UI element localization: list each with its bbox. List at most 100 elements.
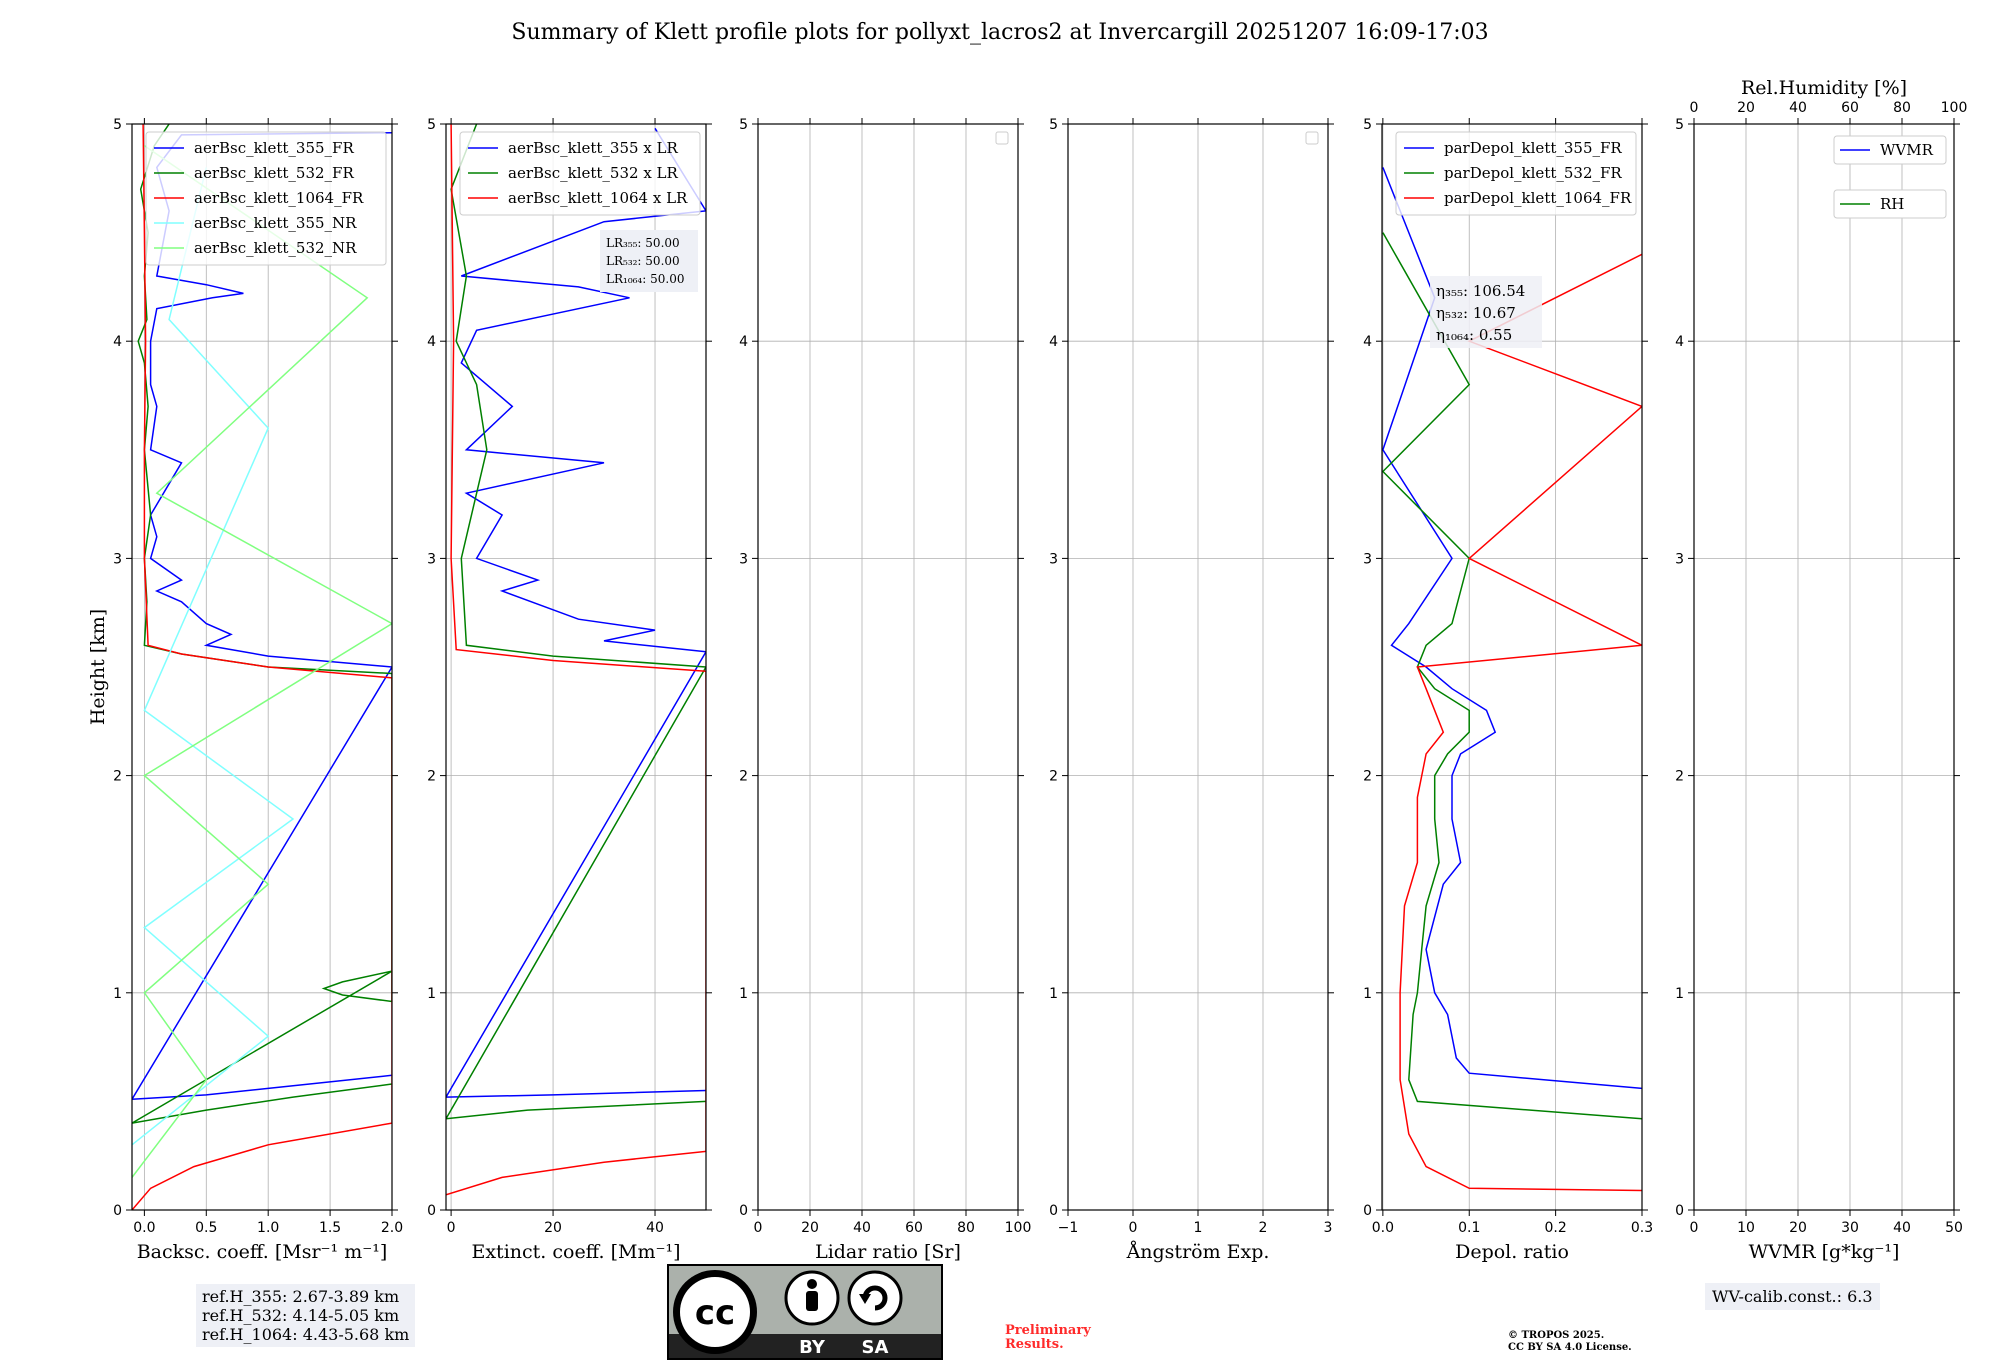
y-tick-label: 5 bbox=[1363, 117, 1372, 133]
y-tick-label: 3 bbox=[113, 551, 122, 567]
panel-lidar-ratio: 0 20 40 60 80 100 0 1 2 3 4 5 Lidar ratio [Sr] bbox=[739, 117, 1031, 1263]
eta-box bbox=[1430, 276, 1542, 348]
top-x-tick-label: 60 bbox=[1841, 100, 1859, 116]
x-tick-label: 0 bbox=[1129, 1220, 1138, 1236]
preliminary-line-1: Preliminary bbox=[1005, 1323, 1091, 1338]
series-line-aerBsc_klett_532 x LR bbox=[446, 124, 706, 1120]
y-tick-label: 3 bbox=[739, 551, 748, 567]
legend-box bbox=[145, 131, 387, 266]
cc-letters: cc bbox=[695, 1293, 735, 1333]
y-tick-label: 0 bbox=[427, 1203, 436, 1219]
y-tick-label: 5 bbox=[427, 117, 436, 133]
series-group bbox=[1382, 167, 1642, 1192]
y-tick-label: 5 bbox=[113, 117, 122, 133]
legend: parDepol_klett_355_FR parDepol_klett_532_… bbox=[1395, 131, 1637, 216]
y-tick-label: 0 bbox=[1675, 1203, 1684, 1219]
lidar-ratio-label: LR₃₅₅: 50.00 bbox=[606, 236, 680, 250]
x-tick-label: 0 bbox=[754, 1220, 763, 1236]
legend-entry: aerBsc_klett_355 x LR bbox=[508, 139, 679, 157]
x-tick-label: 10 bbox=[1737, 1220, 1755, 1236]
series-line-aerBsc_klett_532_NR bbox=[132, 145, 392, 1178]
x-tick-label: 0.5 bbox=[195, 1220, 217, 1236]
legend-entry: parDepol_klett_1064_FR bbox=[1444, 189, 1632, 207]
ref-height-355: ref.H_355: 2.67-3.89 km bbox=[202, 1287, 400, 1306]
x-tick-label: 0.2 bbox=[1544, 1220, 1566, 1236]
series-line-parDepol_klett_1064_FR bbox=[1399, 253, 1642, 1192]
legend-entry: aerBsc_klett_532_FR bbox=[194, 164, 354, 182]
x-axis-label: Depol. ratio bbox=[1455, 1241, 1569, 1263]
x-tick-label: 0.0 bbox=[133, 1220, 155, 1236]
axes-frame bbox=[1693, 123, 1955, 1211]
series-group bbox=[132, 124, 392, 1210]
x-axis-label: Backsc. coeff. [Msr⁻¹ m⁻¹] bbox=[137, 1241, 388, 1263]
y-tick-label: 5 bbox=[739, 117, 748, 133]
y-tick-label: 1 bbox=[1675, 986, 1684, 1002]
y-tick-label: 0 bbox=[1049, 1203, 1058, 1219]
copyright-note: © TROPOS 2025. CC BY SA 4.0 License. bbox=[1508, 1330, 1632, 1354]
x-axis-label: Lidar ratio [Sr] bbox=[815, 1241, 961, 1263]
legend: aerBsc_klett_355 x LR aerBsc_klett_532 x … bbox=[459, 131, 701, 216]
share-alike-arrow bbox=[859, 1294, 871, 1304]
panel-backscatter: 0.0 0.5 1.0 1.5 2.0 0 1 2 3 4 5 Backsc. coeff. [Msr… bbox=[87, 117, 403, 1263]
axes-frame bbox=[445, 123, 707, 1211]
y-tick-label: 4 bbox=[1363, 334, 1372, 350]
share-alike-arc bbox=[862, 1285, 888, 1311]
legend-entry: parDepol_klett_355_FR bbox=[1444, 139, 1622, 157]
series-line-aerBsc_klett_1064_FR bbox=[132, 124, 392, 1210]
preliminary-line-2: Results. bbox=[1005, 1337, 1064, 1352]
y-tick-label: 5 bbox=[1675, 117, 1684, 133]
legend-box bbox=[1833, 135, 1947, 165]
x-tick-label: 80 bbox=[957, 1220, 975, 1236]
legend-box bbox=[459, 131, 701, 216]
preliminary-note: Preliminary Results. bbox=[1005, 1324, 1091, 1352]
panel-extinction: 0 20 40 0 1 2 3 4 5 Extinct. coeff. [Mm⁻¹] aerBsc_… bbox=[427, 117, 712, 1263]
wv-calibration-box: WV-calib.const.: 6.3 bbox=[1705, 1283, 1880, 1310]
y-axis-label: Height [km] bbox=[87, 609, 109, 725]
badge-sa-label: SA bbox=[862, 1337, 889, 1358]
reference-height-box: ref.H_355: 2.67-3.89 km ref.H_532: 4.14-… bbox=[196, 1284, 416, 1347]
attribution-body bbox=[806, 1291, 818, 1311]
y-tick-label: 4 bbox=[1049, 334, 1058, 350]
legend-entry: aerBsc_klett_355_NR bbox=[194, 214, 357, 232]
lidar-ratio-label: LR₁₀₆₄: 50.00 bbox=[606, 272, 684, 286]
axes-frame bbox=[757, 123, 1019, 1211]
y-tick-label: 4 bbox=[739, 334, 748, 350]
x-tick-label: 40 bbox=[646, 1220, 664, 1236]
cc-by-sa-badge: cc BY SA bbox=[667, 1264, 943, 1360]
series-line-aerBsc_klett_532_FR bbox=[132, 124, 392, 1124]
x-tick-label: 40 bbox=[853, 1220, 871, 1236]
y-tick-label: 1 bbox=[739, 986, 748, 1002]
attribution-head bbox=[807, 1279, 817, 1289]
y-tick-label: 3 bbox=[1049, 551, 1058, 567]
legend: aerBsc_klett_355_FR aerBsc_klett_532_FRae… bbox=[145, 131, 387, 266]
x-tick-label: 20 bbox=[801, 1220, 819, 1236]
x-tick-label: 0 bbox=[447, 1220, 456, 1236]
x-tick-label: 40 bbox=[1893, 1220, 1911, 1236]
y-tick-label: 2 bbox=[427, 769, 436, 785]
x-tick-label: 0.0 bbox=[1372, 1220, 1394, 1236]
y-tick-label: 1 bbox=[427, 986, 436, 1002]
series-line-aerBsc_klett_355_NR bbox=[132, 167, 295, 1146]
ref-height-532: ref.H_532: 4.14-5.05 km bbox=[202, 1306, 400, 1325]
ref-height-1064: ref.H_1064: 4.43-5.68 km bbox=[202, 1325, 410, 1344]
eta-label: η₁₀₆₄: 0.55 bbox=[1436, 326, 1512, 344]
y-tick-label: 0 bbox=[113, 1203, 122, 1219]
legend-entry: parDepol_klett_532_FR bbox=[1444, 164, 1622, 182]
axes-frame bbox=[1381, 123, 1643, 1211]
y-tick-label: 4 bbox=[113, 334, 122, 350]
y-tick-label: 1 bbox=[113, 986, 122, 1002]
y-tick-label: 3 bbox=[427, 551, 436, 567]
x-tick-label: 1 bbox=[1194, 1220, 1203, 1236]
top-x-tick-label: 80 bbox=[1893, 100, 1911, 116]
series-group bbox=[446, 124, 706, 1196]
legend-entry: aerBsc_klett_1064 x LR bbox=[508, 189, 688, 207]
x-tick-label: 2.0 bbox=[381, 1220, 403, 1236]
x-tick-label: 100 bbox=[1005, 1220, 1032, 1236]
x-tick-label: 2 bbox=[1259, 1220, 1268, 1236]
lidar-ratio-label: LR₅₃₂: 50.00 bbox=[606, 254, 680, 268]
y-tick-label: 3 bbox=[1675, 551, 1684, 567]
x-axis-label: WVMR [g*kg⁻¹] bbox=[1749, 1241, 1900, 1263]
share-alike-icon bbox=[847, 1270, 903, 1326]
